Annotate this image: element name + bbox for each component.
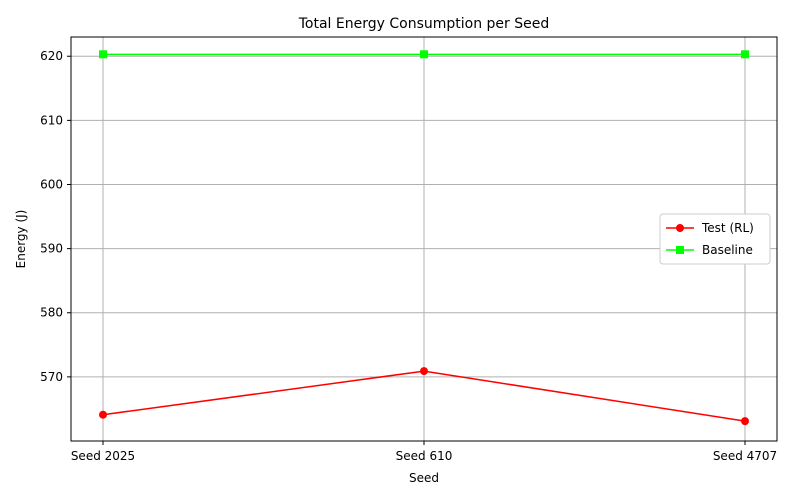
data-point [741, 50, 749, 59]
data-point [420, 50, 428, 59]
legend-box [659, 213, 771, 265]
y-tick-label: 600 [40, 177, 63, 191]
legend: Test (RL) Baseline [659, 213, 771, 265]
x-axis-label: Seed [409, 471, 439, 485]
legend-label: Baseline [702, 243, 753, 257]
legend-marker [676, 224, 684, 232]
y-tick-label: 590 [40, 242, 63, 256]
series-1 [99, 50, 749, 59]
data-point [99, 410, 107, 419]
legend-label: Test (RL) [701, 221, 754, 235]
y-tick-label: 570 [40, 370, 63, 384]
series-0 [99, 367, 749, 426]
y-tick-label: 610 [40, 113, 63, 127]
data-point [99, 50, 107, 59]
x-tick-label: Seed 610 [396, 449, 453, 463]
legend-item: Baseline [666, 243, 753, 257]
legend-marker [676, 246, 684, 254]
data-point [420, 367, 428, 376]
chart-title: Total Energy Consumption per Seed [298, 16, 550, 32]
y-tick-label: 620 [40, 49, 63, 63]
y-axis-label: Energy (J) [14, 210, 28, 269]
y-tick-label: 580 [40, 306, 63, 320]
x-tick-label: Seed 4707 [713, 449, 777, 463]
series-layer [99, 50, 749, 426]
data-point [741, 417, 749, 426]
axis-ticks: Seed 2025 Seed 610 Seed 4707 570 580 590 600 61… [40, 49, 777, 463]
x-tick-label: Seed 2025 [71, 449, 135, 463]
legend-item: Test (RL) [666, 221, 754, 235]
